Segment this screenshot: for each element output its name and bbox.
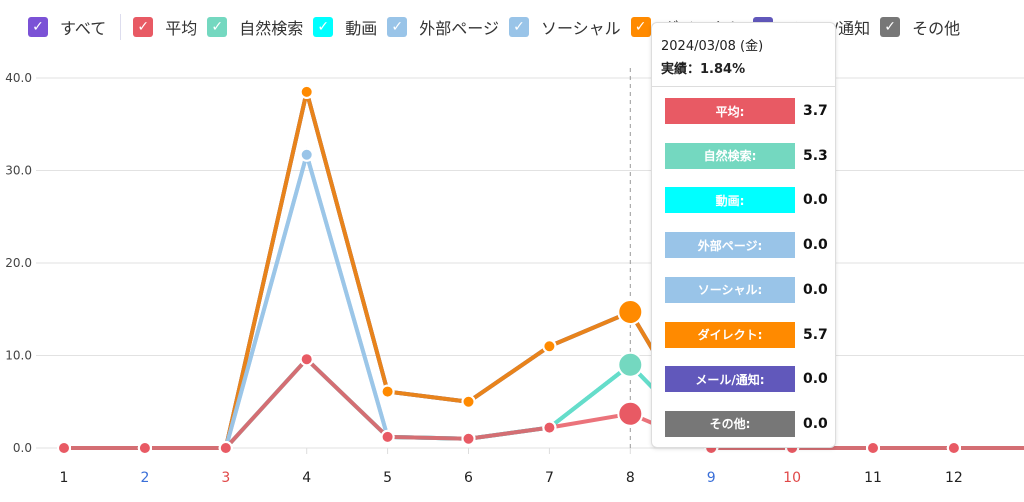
y-tick-label: 0.0 bbox=[13, 441, 32, 455]
data-point bbox=[617, 299, 644, 326]
series-line-外部ページ bbox=[64, 147, 1024, 450]
legend-label: ソーシャル bbox=[540, 19, 621, 38]
y-tick-label: 30.0 bbox=[5, 164, 32, 178]
x-tick-label: 12 bbox=[945, 470, 963, 486]
data-point bbox=[299, 352, 314, 367]
tooltip-series-label: 外部ページ: bbox=[665, 232, 795, 259]
data-point bbox=[57, 441, 71, 455]
tooltip-series-value: 5.3 bbox=[803, 147, 828, 164]
series-line-平均 bbox=[64, 356, 1024, 450]
series-line-その他 bbox=[64, 91, 1024, 450]
tooltip-series-value: 0.0 bbox=[803, 192, 828, 209]
tooltip-row: 平均: 3.7 bbox=[665, 98, 828, 124]
x-tick-label: 7 bbox=[545, 470, 554, 486]
x-tick-label: 2 bbox=[140, 470, 149, 486]
data-point bbox=[866, 441, 880, 455]
series-line-ソーシャル bbox=[64, 147, 1024, 450]
tooltip-row: メール/通知: 0.0 bbox=[665, 366, 828, 393]
y-tick-label: 10.0 bbox=[5, 349, 32, 363]
legend-label: すべて bbox=[60, 19, 107, 38]
tooltip-row: ダイレクト: 5.7 bbox=[665, 321, 828, 348]
checkbox-icon[interactable]: ✓ bbox=[387, 17, 408, 37]
tooltip-series-value: 0.0 bbox=[803, 415, 828, 432]
legend-item[interactable]: ✓ 外部ページ bbox=[387, 15, 499, 39]
series-line-ダイレクト bbox=[64, 91, 1024, 450]
tooltip-row: 自然検索: 5.3 bbox=[665, 142, 828, 169]
tooltip-series-value: 0.0 bbox=[803, 371, 828, 388]
divider bbox=[120, 14, 122, 40]
legend-item[interactable]: ✓ ソーシャル bbox=[508, 15, 621, 39]
checkbox-icon[interactable]: ✓ bbox=[508, 17, 529, 37]
x-tick-label: 11 bbox=[864, 470, 882, 486]
data-point bbox=[461, 394, 476, 409]
tooltip-series-label: 平均: bbox=[665, 98, 795, 124]
x-tick-label: 6 bbox=[464, 470, 473, 486]
legend-item[interactable]: ✓ 自然検索 bbox=[207, 15, 303, 39]
tooltip: 2024/03/08 (金) 実績：1.84% 平均: 3.7 自然検索: 5.3 動画… bbox=[651, 22, 836, 448]
x-tick-label: 3 bbox=[221, 470, 230, 486]
data-point bbox=[299, 147, 314, 162]
series-line-動画 bbox=[64, 356, 1024, 450]
data-point bbox=[461, 431, 476, 446]
tooltip-series-value: 3.7 bbox=[803, 103, 828, 119]
tooltip-series-label: その他: bbox=[665, 410, 795, 437]
tooltip-actual: 実績：1.84% bbox=[661, 62, 746, 77]
data-point bbox=[380, 429, 395, 444]
tooltip-series-label: ダイレクト: bbox=[665, 321, 795, 348]
legend-item[interactable]: ✓ その他 bbox=[880, 15, 960, 39]
y-tick-label: 40.0 bbox=[5, 71, 32, 85]
data-point bbox=[617, 351, 644, 378]
legend-item[interactable]: ✓ 動画 bbox=[313, 15, 377, 39]
tooltip-series-label: 動画: bbox=[665, 187, 795, 214]
legend-label: 平均 bbox=[165, 19, 198, 38]
data-point bbox=[946, 441, 961, 455]
tooltip-date: 2024/03/08 (金) bbox=[661, 39, 764, 54]
x-tick-label: 4 bbox=[302, 470, 311, 486]
divider bbox=[652, 86, 835, 87]
checkbox-icon[interactable]: ✓ bbox=[28, 17, 48, 37]
x-tick-label: 9 bbox=[707, 470, 716, 486]
tooltip-row: 動画: 0.0 bbox=[665, 187, 828, 214]
x-tick-label: 8 bbox=[626, 470, 635, 486]
x-tick-label: 1 bbox=[60, 470, 69, 486]
legend-label: 自然検索 bbox=[239, 19, 304, 38]
checkbox-icon[interactable]: ✓ bbox=[133, 17, 154, 37]
checkbox-icon[interactable]: ✓ bbox=[630, 17, 651, 37]
series-line-自然検索 bbox=[64, 356, 1024, 450]
tooltip-series-value: 0.0 bbox=[803, 237, 828, 254]
y-tick-label: 20.0 bbox=[5, 256, 32, 270]
tooltip-row: 外部ページ: 0.0 bbox=[665, 232, 828, 259]
legend-item[interactable]: ✓ 平均 bbox=[133, 15, 197, 39]
checkbox-icon[interactable]: ✓ bbox=[313, 17, 334, 37]
data-point bbox=[380, 384, 395, 399]
x-tick-label: 5 bbox=[383, 470, 392, 486]
checkbox-icon[interactable]: ✓ bbox=[880, 17, 901, 37]
data-point bbox=[137, 441, 152, 455]
tooltip-series-value: 0.0 bbox=[803, 281, 828, 298]
legend-label: 外部ページ bbox=[419, 19, 499, 38]
checkbox-icon[interactable]: ✓ bbox=[207, 17, 228, 37]
tooltip-series-label: 自然検索: bbox=[665, 142, 795, 169]
data-point bbox=[617, 400, 644, 427]
tooltip-row: その他: 0.0 bbox=[665, 410, 828, 437]
tooltip-series-label: ソーシャル: bbox=[665, 276, 795, 303]
data-point bbox=[299, 84, 314, 99]
legend-label: その他 bbox=[912, 19, 961, 38]
legend-label: 動画 bbox=[345, 19, 378, 38]
x-tick-label: 10 bbox=[783, 470, 801, 486]
tooltip-series-value: 5.7 bbox=[803, 326, 828, 343]
data-point bbox=[542, 339, 557, 354]
tooltip-series-label: メール/通知: bbox=[665, 366, 795, 393]
tooltip-row: ソーシャル: 0.0 bbox=[665, 276, 828, 303]
series-line-メール/通知 bbox=[64, 91, 1024, 450]
legend-item-all[interactable]: ✓ すべて bbox=[28, 15, 106, 39]
data-point bbox=[542, 420, 557, 435]
data-point bbox=[218, 441, 233, 455]
